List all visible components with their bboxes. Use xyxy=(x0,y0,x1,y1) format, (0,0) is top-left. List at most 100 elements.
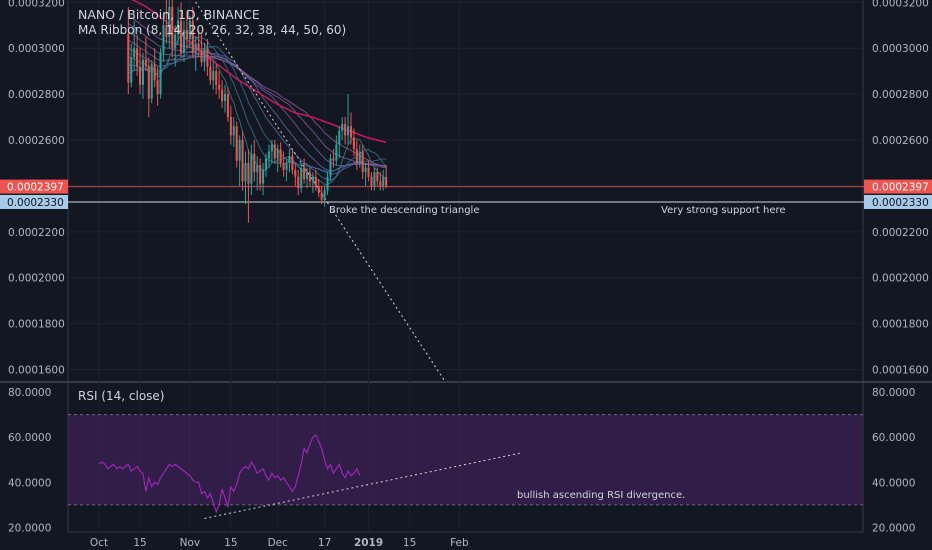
candle-body xyxy=(218,84,221,90)
rsi-line xyxy=(98,433,361,514)
x-tick-label: 2019 xyxy=(354,537,383,549)
support-price-tag-left xyxy=(0,194,68,209)
y-tick-label-right: 0.0002800 xyxy=(872,89,929,101)
candle-body xyxy=(347,126,350,136)
last-price-tag-left xyxy=(0,179,68,194)
candle-body xyxy=(288,156,291,163)
candle-body xyxy=(338,130,341,145)
candle-body xyxy=(162,25,165,53)
y-tick-label-left: 0.0002600 xyxy=(8,135,65,147)
chart-title: NANO / Bitcoin, 1D, BINANCE xyxy=(78,7,260,22)
support-price-tag-text: 0.0002330 xyxy=(872,197,929,209)
candle-body xyxy=(329,158,332,177)
rsi-y-tick-label-right: 80.0000 xyxy=(872,387,915,399)
candle-body xyxy=(197,43,200,51)
candle-body xyxy=(221,89,224,101)
candle-body xyxy=(212,71,215,81)
candle-body xyxy=(262,169,265,184)
candle-body xyxy=(177,20,180,35)
candle-body xyxy=(376,172,379,182)
candle-body xyxy=(253,153,256,173)
candle-body xyxy=(153,64,156,81)
rsi-y-tick-label-left: 20.0000 xyxy=(8,522,51,534)
candle-body xyxy=(247,162,250,184)
candle-body xyxy=(156,80,159,95)
candle-body xyxy=(130,57,133,83)
candle-body xyxy=(194,43,197,53)
y-tick-label-left: 0.0003200 xyxy=(8,0,65,9)
x-tick-label: 15 xyxy=(133,537,146,549)
candle-body xyxy=(382,176,385,186)
candles xyxy=(127,0,388,223)
candle-body xyxy=(223,94,227,101)
candle-body xyxy=(323,190,326,200)
support-price-tag-right xyxy=(864,194,932,209)
candle-body xyxy=(379,181,382,186)
candle-body xyxy=(191,20,194,53)
x-tick-label: Dec xyxy=(268,537,289,549)
y-tick-label-left: 0.0002000 xyxy=(8,273,65,285)
rsi-y-tick-label-right: 20.0000 xyxy=(872,522,915,534)
candle-body xyxy=(311,176,314,182)
candle-body xyxy=(138,66,142,85)
candle-body xyxy=(300,167,303,189)
candle-body xyxy=(174,34,177,49)
candle-body xyxy=(203,48,206,62)
candle-body xyxy=(241,140,244,182)
ma-ribbon-line xyxy=(128,39,387,172)
rsi-divergence-line xyxy=(204,452,522,519)
candle-body xyxy=(133,48,136,58)
candle-body xyxy=(367,167,370,177)
candle-body xyxy=(282,162,285,170)
candle-body xyxy=(349,126,353,138)
candle-body xyxy=(306,172,309,180)
candle-body xyxy=(215,71,218,85)
support-price-tag-text: 0.0002330 xyxy=(7,197,64,209)
candle-body xyxy=(256,165,259,173)
trendlines xyxy=(193,0,522,519)
y-axis-right: 0.0003200 0.0003000 0.0002800 0.0002600 0.00… xyxy=(872,0,929,534)
candle-body xyxy=(180,20,183,53)
y-tick-label-right: 0.0002000 xyxy=(872,273,929,285)
x-tick-label: 15 xyxy=(224,537,237,549)
candle-body xyxy=(150,64,153,99)
candle-body xyxy=(303,167,306,180)
x-tick-label: 15 xyxy=(403,537,416,549)
price-lines xyxy=(0,186,932,203)
rsi-y-tick-label-right: 40.0000 xyxy=(872,477,915,489)
candle-body xyxy=(279,149,282,163)
candle-body xyxy=(250,153,253,184)
candle-body xyxy=(235,126,238,161)
candle-body xyxy=(285,162,288,170)
candle-body xyxy=(232,126,235,136)
candle-body xyxy=(294,169,297,177)
candle-body xyxy=(308,172,311,182)
candle-body xyxy=(314,176,317,186)
rsi-y-tick-label-left: 40.0000 xyxy=(8,477,51,489)
rsi-label: RSI (14, close) xyxy=(78,389,165,403)
rsi-series-line xyxy=(98,433,361,514)
candle-body xyxy=(273,144,276,159)
y-tick-label-right: 0.0001800 xyxy=(872,319,929,331)
candle-body xyxy=(136,48,139,67)
y-tick-label-left: 0.0002800 xyxy=(8,89,65,101)
annotation-rsi-divergence: bullish ascending RSI divergence. xyxy=(517,490,686,501)
candle-body xyxy=(370,176,373,186)
candle-body xyxy=(276,149,279,159)
last-price-tag-text: 0.0002397 xyxy=(872,182,929,194)
candle-body xyxy=(267,151,270,159)
y-tick-label-left: 0.0003000 xyxy=(8,43,65,55)
candle-body xyxy=(341,123,344,131)
candle-body xyxy=(168,6,171,37)
y-tick-label-right: 0.0003000 xyxy=(872,43,929,55)
last-price-tag-right xyxy=(864,179,932,194)
rsi-y-tick-label-left: 80.0000 xyxy=(8,387,51,399)
candle-body xyxy=(291,156,294,170)
candle-body xyxy=(159,52,162,95)
candle-body xyxy=(297,176,300,189)
annotation-support: Very strong support here xyxy=(661,205,786,216)
x-tick-label: Nov xyxy=(180,537,201,549)
descending-trendline xyxy=(193,0,446,382)
x-tick-label: Feb xyxy=(450,537,469,549)
